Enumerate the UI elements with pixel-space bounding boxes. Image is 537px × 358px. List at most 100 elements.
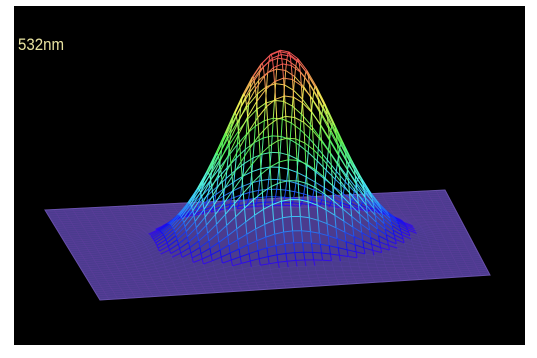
mesh-line (446, 263, 449, 266)
mesh-line (289, 55, 300, 64)
mesh-line (79, 234, 89, 236)
mesh-line (452, 220, 454, 224)
mesh-line (187, 273, 197, 276)
mesh-line (255, 282, 258, 286)
mesh-line (80, 251, 90, 253)
mesh-line (403, 267, 406, 270)
mesh-line (223, 189, 234, 203)
mesh-line (147, 269, 149, 273)
mesh-line (285, 252, 295, 254)
mesh-line (407, 253, 417, 255)
mesh-line (57, 230, 60, 233)
mesh-line (417, 191, 420, 194)
mesh-line (381, 193, 383, 196)
mesh-line (112, 274, 122, 276)
mesh-line (157, 242, 168, 249)
mesh-line (152, 260, 155, 264)
mesh-line (311, 282, 321, 284)
mesh-line (280, 272, 282, 277)
mesh-line (118, 267, 128, 269)
mesh-line (417, 276, 427, 278)
mesh-line (147, 245, 158, 250)
mesh-line (315, 270, 318, 275)
mesh-line (464, 261, 474, 263)
mesh-line (337, 199, 340, 202)
mesh-line (144, 228, 154, 232)
mesh-line (249, 260, 252, 268)
mesh-line (453, 275, 455, 278)
mesh-line (156, 287, 159, 291)
mesh-line (417, 235, 427, 239)
mesh-line (151, 294, 154, 297)
mesh-line (164, 205, 166, 209)
mesh-line (122, 277, 125, 280)
mesh-line (327, 125, 330, 139)
mesh-line (461, 272, 463, 275)
mesh-line (145, 245, 147, 248)
mesh-line (472, 275, 482, 277)
mesh-line (281, 202, 284, 206)
mesh-line (303, 186, 306, 195)
mesh-line (221, 287, 224, 290)
mesh-line (234, 93, 245, 114)
mesh-line (108, 251, 110, 255)
mesh-line (323, 265, 326, 271)
mesh-line (238, 134, 241, 148)
mesh-line (303, 77, 306, 87)
mesh-line (433, 271, 443, 273)
mesh-line (126, 248, 128, 252)
mesh-line (142, 294, 145, 298)
mesh-line (88, 280, 98, 282)
mesh-line (399, 191, 409, 193)
mesh-line (177, 273, 180, 277)
mesh-line (303, 122, 306, 144)
mesh-line (447, 213, 450, 216)
mesh-line (72, 239, 75, 243)
mesh-line (306, 152, 309, 166)
mesh-line (177, 289, 187, 292)
mesh-line (264, 117, 274, 122)
mesh-line (120, 225, 130, 227)
mesh-line (235, 144, 238, 159)
mesh-line (320, 243, 330, 247)
mesh-line (488, 272, 491, 276)
mesh-line (438, 263, 440, 267)
mesh-line (90, 253, 92, 256)
mesh-line (223, 268, 225, 273)
mesh-line (243, 271, 253, 274)
mesh-line (261, 269, 271, 271)
mesh-line (120, 271, 130, 274)
mesh-line (245, 221, 248, 235)
mesh-line (317, 97, 328, 116)
mesh-line (276, 285, 286, 287)
mesh-line (467, 265, 477, 267)
mesh-line (343, 221, 346, 233)
mesh-line (383, 196, 393, 198)
mesh-line (217, 233, 220, 243)
mesh-line (190, 247, 201, 254)
mesh-line (181, 202, 183, 206)
mesh-line (272, 277, 275, 281)
mesh-line (399, 192, 401, 195)
mesh-line (259, 154, 262, 175)
mesh-line (158, 289, 160, 293)
mesh-line (139, 288, 149, 290)
mesh-line (424, 272, 427, 276)
mesh-line (458, 232, 460, 235)
mesh-line (76, 260, 78, 264)
mesh-line (423, 249, 433, 251)
mesh-line (229, 198, 232, 205)
mesh-line (346, 169, 357, 185)
mesh-line (300, 216, 310, 219)
mesh-line (265, 233, 275, 238)
mesh-line (341, 266, 343, 271)
mesh-line (439, 215, 442, 218)
mesh-line (407, 207, 410, 210)
mesh-line (112, 229, 115, 232)
mesh-line (71, 237, 81, 239)
mesh-line (197, 234, 200, 242)
mesh-line (355, 251, 358, 258)
mesh-line (189, 189, 200, 205)
mesh-line (119, 285, 129, 287)
mesh-line (433, 272, 435, 275)
